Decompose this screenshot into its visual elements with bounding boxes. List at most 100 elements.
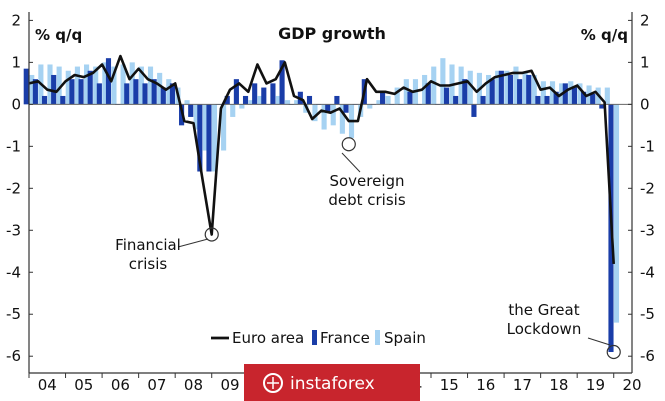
y-tick-label-left: -6	[6, 347, 21, 365]
france-bar	[343, 104, 349, 113]
france-bar	[571, 87, 577, 105]
legend-swatch-spain	[375, 330, 380, 345]
spain-bar	[513, 66, 519, 105]
france-bar	[105, 58, 112, 105]
x-tick-label: 05	[74, 376, 93, 394]
france-bar	[60, 95, 66, 105]
euro-area-line	[28, 54, 615, 264]
y-tick-label-right: 1	[640, 53, 650, 71]
spain-bar	[74, 66, 80, 105]
france-bar	[87, 70, 93, 105]
annotation-marker	[606, 344, 621, 360]
france-bar	[32, 79, 38, 105]
france-bar	[279, 60, 285, 105]
spain-bar	[613, 104, 620, 323]
france-bar	[498, 70, 504, 105]
annotation-text: Financial	[115, 236, 181, 254]
spain-bar	[540, 81, 546, 105]
france-bar	[380, 91, 386, 105]
spain-bar	[321, 104, 327, 130]
y-tick-labels-right: -6 -5 -4 -3 -2 -1 0 1 2	[640, 11, 655, 365]
spain-bar	[431, 66, 437, 105]
spain-bar	[403, 79, 409, 105]
legend-label-euro-area: Euro area	[232, 329, 304, 347]
spain-bar	[193, 104, 199, 130]
france-bar	[425, 83, 431, 105]
france-bar	[270, 83, 276, 105]
watermark-text: instaforex	[290, 374, 375, 394]
y-tick-label-right: 0	[640, 95, 650, 113]
spain-bar	[549, 81, 556, 105]
annotation-leader	[341, 152, 361, 173]
france-bar	[526, 74, 532, 105]
france-bar	[233, 79, 239, 105]
spain-bar	[312, 104, 318, 122]
spain-bar	[504, 70, 510, 105]
x-tick-label: 20	[622, 376, 641, 394]
chart-title: GDP growth	[278, 24, 386, 43]
france-bar	[407, 91, 413, 105]
spain-bar	[458, 66, 464, 105]
france-bar	[462, 79, 468, 105]
y-tick-label-left: -5	[6, 305, 21, 323]
x-tick-label: 08	[184, 376, 203, 394]
france-bar	[41, 95, 48, 105]
spain-bar	[257, 95, 263, 105]
france-bar	[51, 74, 57, 105]
spain-bar	[275, 95, 281, 105]
x-tick-label: 06	[111, 376, 130, 394]
france-bar	[535, 95, 541, 105]
spain-bar	[166, 79, 172, 105]
france-bar	[142, 83, 148, 105]
x-tick-label: 09	[220, 376, 239, 394]
legend-label-france: France	[320, 329, 370, 347]
spain-bar	[29, 74, 35, 105]
france-bar	[252, 83, 258, 105]
spain-bar	[84, 64, 90, 105]
annotation-marker	[204, 227, 219, 242]
spain-bar	[111, 66, 117, 105]
france-bar	[206, 104, 212, 172]
y-tick-labels-left: -6 -5 -4 -3 -2 -1 0 1 2	[6, 11, 21, 365]
legend-swatch-france	[312, 330, 317, 345]
annotation-text: Lockdown	[507, 320, 582, 338]
france-bar	[599, 104, 605, 109]
france-bar	[581, 91, 587, 105]
annotation-text: debt crisis	[328, 191, 405, 209]
france-bar	[261, 87, 267, 105]
watermark-logo-icon	[263, 373, 283, 393]
y-unit-right: % q/q	[581, 26, 628, 44]
spain-bar	[422, 74, 428, 105]
y-unit-left: % q/q	[35, 26, 82, 44]
spain-bar	[531, 74, 537, 105]
spain-bar	[65, 70, 71, 105]
france-bar	[562, 83, 568, 105]
y-tick-label-left: -3	[6, 221, 21, 239]
spain-bar	[102, 62, 108, 105]
annotation-text: Sovereign	[329, 172, 404, 190]
y-tick-label-left: 2	[11, 11, 21, 29]
france-bar	[553, 91, 559, 105]
france-bar	[133, 79, 139, 105]
spain-bar	[147, 66, 154, 105]
y-tick-label-right: -6	[640, 347, 655, 365]
france-bar	[23, 68, 29, 105]
annotation-marker	[341, 137, 356, 152]
x-tick-label: 04	[38, 376, 57, 394]
france-bar	[160, 87, 166, 105]
france-bar	[188, 104, 194, 117]
spain-bar	[486, 74, 492, 105]
france-bar	[443, 87, 450, 105]
spain-bar	[184, 100, 190, 105]
spain-bar	[568, 81, 574, 105]
spain-bar	[56, 66, 62, 105]
france-bar	[197, 104, 203, 172]
spain-bar	[440, 58, 446, 105]
y-tick-label-right: -4	[640, 263, 655, 281]
spain-bar	[339, 104, 345, 134]
france-bar	[78, 79, 84, 105]
france-bar	[480, 95, 486, 105]
y-tick-label-left: 0	[11, 95, 21, 113]
watermark-logo: instaforex	[244, 364, 420, 401]
legend-label-spain: Spain	[384, 329, 426, 347]
